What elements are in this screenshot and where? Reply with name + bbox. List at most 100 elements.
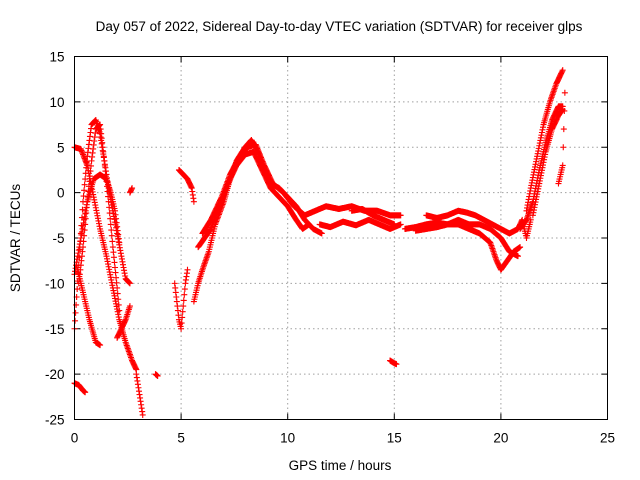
data-point (104, 188, 111, 195)
data-point (107, 215, 114, 222)
data-point (108, 227, 115, 234)
data-point (112, 264, 119, 271)
data-point (517, 244, 524, 251)
data-point (116, 307, 123, 314)
data-point (115, 296, 122, 303)
data-point (97, 342, 104, 349)
x-tick-label: 5 (177, 431, 185, 446)
y-tick-label: 10 (49, 95, 64, 110)
data-point (82, 170, 89, 177)
data-point (109, 238, 116, 245)
x-tick-label: 0 (71, 431, 79, 446)
data-point (108, 232, 115, 239)
series-arc-17 (348, 205, 398, 228)
series-arc-10 (152, 371, 161, 379)
data-point (107, 221, 114, 228)
series-arc-24 (529, 106, 566, 219)
data-point (86, 178, 93, 185)
series-arc-9 (133, 371, 146, 418)
data-point (560, 144, 567, 151)
data-point (82, 215, 89, 222)
data-point (110, 249, 117, 256)
data-point (129, 185, 136, 192)
data-point (82, 221, 89, 228)
data-point (83, 204, 90, 211)
data-point (80, 238, 87, 245)
data-point (180, 303, 187, 310)
data-point (72, 317, 79, 324)
data-point (154, 372, 161, 379)
data-point (180, 297, 187, 304)
data-point (83, 164, 90, 171)
data-point (81, 181, 88, 188)
data-point (318, 230, 325, 237)
data-point (139, 411, 146, 418)
data-point (81, 187, 88, 194)
data-point (105, 193, 112, 200)
series-arc-1 (71, 144, 140, 373)
series-arc-22 (517, 103, 566, 232)
data-point (80, 244, 87, 251)
data-point (86, 173, 93, 180)
data-point (559, 67, 566, 74)
data-point (101, 157, 108, 164)
series-arc-7 (114, 303, 133, 341)
data-point (113, 279, 120, 286)
series-arc-8 (126, 185, 136, 196)
data-point (397, 221, 404, 228)
data-point (84, 193, 91, 200)
series-arc-25 (555, 89, 568, 187)
data-point (126, 303, 133, 310)
x-tick-label: 10 (280, 431, 295, 446)
data-point (105, 198, 112, 205)
y-tick-label: -10 (45, 276, 65, 291)
data-point (181, 286, 188, 293)
data-point (179, 308, 186, 315)
series-arc-18 (387, 357, 400, 368)
y-tick-label: -25 (45, 413, 65, 428)
data-point (109, 244, 116, 251)
data-point (113, 274, 120, 281)
data-point (561, 89, 568, 96)
data-point (72, 309, 79, 316)
data-point (74, 286, 81, 293)
series-arc-20 (412, 221, 524, 273)
series-arc-6 (71, 380, 89, 396)
data-point (560, 126, 567, 133)
data-point (102, 168, 109, 175)
data-point (87, 168, 94, 175)
data-point (106, 210, 113, 217)
data-point (79, 206, 86, 213)
data-point (103, 178, 110, 185)
data-point (85, 183, 92, 190)
x-axis-label: GPS time / hours (289, 458, 392, 473)
data-point (104, 183, 111, 190)
data-point (111, 259, 118, 266)
data-point (101, 162, 108, 169)
data-point (73, 301, 80, 308)
data-point (80, 193, 87, 200)
data-point (81, 232, 88, 239)
data-point (84, 198, 91, 205)
data-point (85, 188, 92, 195)
data-point (393, 361, 400, 368)
data-point (112, 269, 119, 276)
data-point (391, 221, 398, 228)
data-point (178, 325, 185, 332)
chart-title: Day 057 of 2022, Sidereal Day-to-day VTE… (96, 19, 583, 34)
y-tick-labels: -25 -20 -15 -10 -5 0 5 10 15 (45, 50, 65, 428)
series-arc-5 (75, 121, 123, 314)
data-point (83, 158, 90, 165)
data-point (106, 204, 113, 211)
data-point (126, 280, 133, 287)
series-arc-16 (316, 216, 404, 232)
data-point (114, 290, 121, 297)
data-points (71, 67, 568, 418)
data-point (179, 314, 186, 321)
data-point (88, 162, 95, 169)
data-point (514, 253, 521, 260)
y-tick-label: -5 (52, 231, 64, 246)
y-tick-label: 15 (49, 50, 64, 65)
data-point (114, 284, 121, 291)
